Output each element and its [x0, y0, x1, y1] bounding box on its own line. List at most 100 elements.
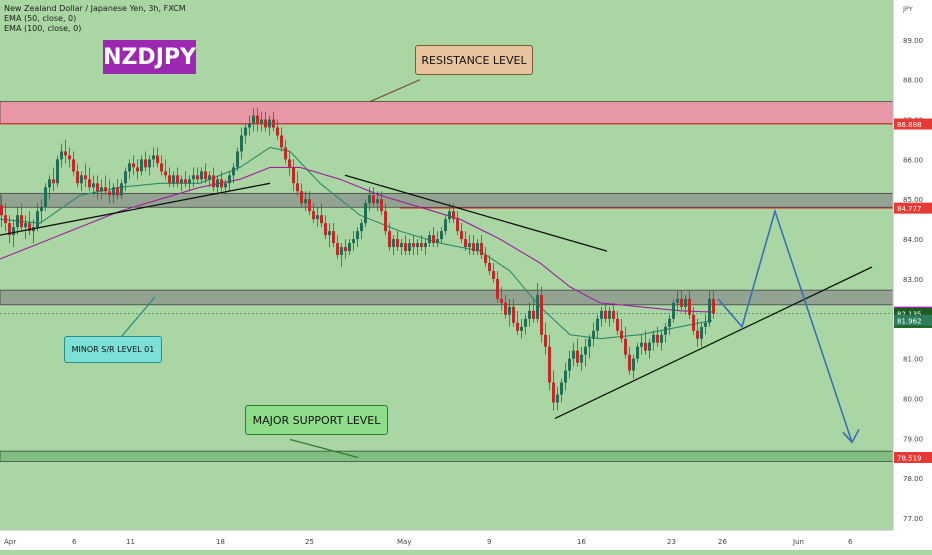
candle-body: [528, 310, 531, 319]
price-tag-label: 78.519: [897, 455, 922, 463]
candle-body: [164, 171, 167, 176]
candle-body: [296, 183, 299, 192]
candle-body: [480, 243, 483, 256]
candle-body: [600, 310, 603, 319]
ema-50-legend: EMA (50, close, 0): [4, 14, 77, 23]
candle-body: [76, 171, 79, 184]
candle-body: [176, 175, 179, 184]
candle-body: [172, 175, 175, 184]
x-tick-label: 18: [216, 538, 225, 546]
price-tag-label: 82.135: [897, 310, 922, 318]
candle-body: [320, 215, 323, 224]
candle-body: [520, 326, 523, 331]
candle-body: [408, 243, 411, 252]
candle-body: [4, 215, 7, 224]
candle-body: [244, 127, 247, 136]
candle-body: [72, 159, 75, 172]
y-tick-label: 81.00: [903, 356, 923, 364]
candle-body: [180, 179, 183, 184]
candle-body: [324, 223, 327, 236]
candle-body: [592, 330, 595, 339]
candle-body: [348, 243, 351, 252]
x-tick-label: May: [397, 538, 411, 546]
candle-body: [396, 239, 399, 248]
candle-body: [108, 191, 111, 196]
down-trendline: [344, 174, 608, 252]
candle-body: [712, 298, 715, 314]
candle-body: [612, 310, 615, 319]
candle-body: [636, 346, 639, 359]
candle-body: [48, 179, 51, 188]
candle-body: [644, 342, 647, 351]
candle-body: [148, 159, 151, 168]
candle-body: [524, 318, 527, 327]
candle-body: [680, 298, 683, 307]
y-tick-label: 84.00: [903, 236, 923, 244]
candle-body: [44, 187, 47, 208]
candle-body: [264, 119, 267, 128]
projection-path: [717, 208, 853, 443]
candle-body: [216, 179, 219, 188]
candle-body: [516, 322, 519, 331]
candle-body: [0, 205, 3, 216]
candle-body: [300, 191, 303, 204]
candle-body: [200, 171, 203, 180]
y-tick-label: 88.00: [903, 77, 923, 85]
candle-body: [428, 235, 431, 244]
candle-body: [284, 147, 287, 160]
ascending-support-trendline: [554, 266, 873, 419]
candle-body: [668, 318, 671, 327]
symbol-badge: NZDJPY: [103, 40, 196, 74]
candle-body: [468, 243, 471, 248]
candle-body: [540, 294, 543, 335]
candle-body: [304, 199, 307, 204]
candle-body: [84, 175, 87, 180]
candle-body: [388, 231, 391, 248]
x-tick-label: 16: [577, 538, 586, 546]
candle-body: [640, 342, 643, 347]
y-tick-label: 79.00: [903, 435, 923, 443]
candle-body: [312, 211, 315, 220]
candle-body: [616, 318, 619, 331]
candle-body: [144, 159, 147, 168]
early-support-trendline: [0, 182, 271, 236]
candle-body: [104, 187, 107, 192]
candle-body: [68, 155, 71, 160]
x-tick-label: 25: [305, 538, 314, 546]
x-tick-label: 6: [848, 538, 853, 546]
candle-body: [708, 298, 711, 323]
plot-area: [0, 0, 893, 530]
candle-body: [308, 199, 311, 212]
candle-body: [236, 151, 239, 168]
candle-body: [272, 119, 275, 128]
projection-arrowhead: [842, 428, 860, 444]
symbol-title: New Zealand Dollar / Japanese Yen, 3h, F…: [4, 4, 186, 13]
candle-body: [580, 354, 583, 363]
candle-body: [504, 302, 507, 315]
x-tick-label: 23: [667, 538, 676, 546]
candle-body: [188, 179, 191, 184]
candle-body: [36, 211, 39, 228]
candle-body: [624, 338, 627, 355]
candle-body: [328, 231, 331, 236]
candle-body: [632, 358, 635, 371]
candle-body: [124, 171, 127, 184]
candle-body: [64, 151, 67, 156]
candle-body: [704, 322, 707, 327]
candle-body: [140, 159, 143, 172]
candle-body: [276, 127, 279, 136]
zone-resistance: [0, 101, 894, 124]
candle-body: [440, 231, 443, 240]
candle-body: [332, 231, 335, 244]
price-tag-label: 86.888: [897, 121, 922, 129]
candle-body: [60, 151, 63, 160]
candle-body: [512, 306, 515, 323]
candle-body: [368, 195, 371, 204]
candle-body: [424, 243, 427, 248]
candle-body: [220, 179, 223, 188]
candle-body: [80, 175, 83, 184]
candle-body: [400, 243, 403, 248]
x-tick-label: Jun: [792, 538, 804, 546]
resistance-callout: RESISTANCE LEVEL: [415, 45, 533, 75]
candle-body: [460, 231, 463, 240]
